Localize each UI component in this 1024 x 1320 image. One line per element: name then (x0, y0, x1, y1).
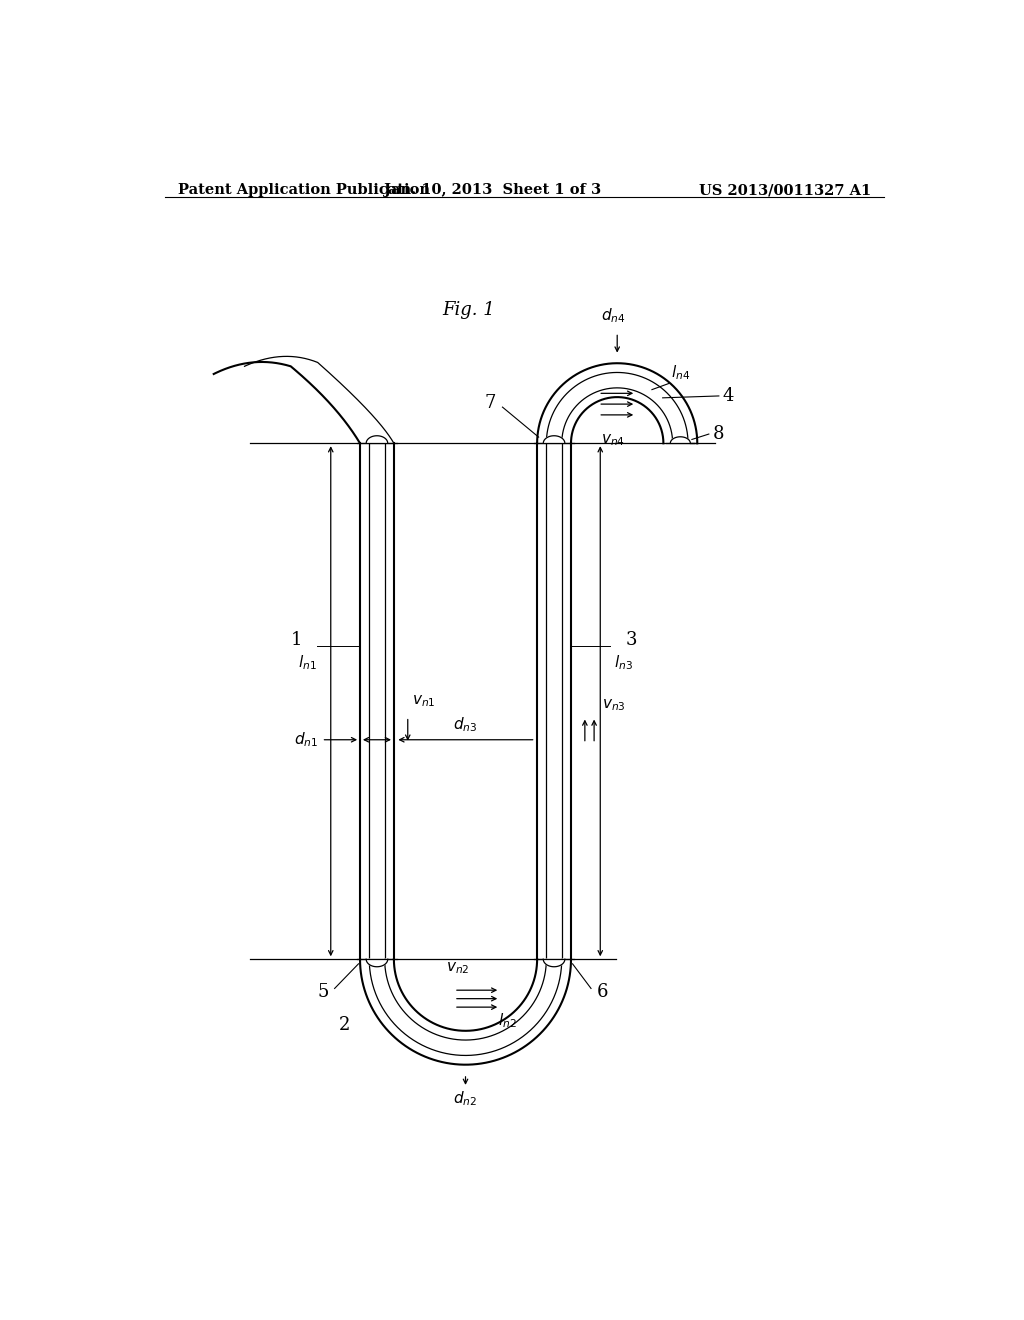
Text: $d_{n3}$: $d_{n3}$ (454, 715, 477, 734)
Text: $l_{n3}$: $l_{n3}$ (614, 653, 633, 672)
Text: $l_{n4}$: $l_{n4}$ (671, 363, 690, 381)
Text: 1: 1 (291, 631, 302, 648)
Text: $d_{n4}$: $d_{n4}$ (601, 306, 626, 325)
Text: $d_{n1}$: $d_{n1}$ (294, 730, 317, 750)
Polygon shape (671, 437, 690, 444)
Text: Fig. 1: Fig. 1 (442, 301, 496, 319)
Text: 4: 4 (723, 387, 734, 405)
Text: 6: 6 (596, 982, 608, 1001)
Text: 5: 5 (317, 982, 330, 1001)
Text: Patent Application Publication: Patent Application Publication (178, 183, 430, 197)
Text: 7: 7 (485, 395, 497, 412)
Text: Jan. 10, 2013  Sheet 1 of 3: Jan. 10, 2013 Sheet 1 of 3 (384, 183, 601, 197)
Polygon shape (544, 960, 565, 966)
Polygon shape (544, 436, 565, 444)
Text: $l_{n2}$: $l_{n2}$ (498, 1011, 516, 1031)
Text: 3: 3 (626, 631, 637, 648)
Text: 8: 8 (713, 425, 724, 444)
Polygon shape (367, 436, 388, 444)
Text: $v_{n4}$: $v_{n4}$ (601, 432, 626, 447)
Text: $v_{n2}$: $v_{n2}$ (446, 961, 470, 977)
Text: 2: 2 (339, 1015, 350, 1034)
Text: $d_{n2}$: $d_{n2}$ (454, 1089, 477, 1107)
Text: $l_{n1}$: $l_{n1}$ (298, 653, 316, 672)
Text: $v_{n1}$: $v_{n1}$ (412, 693, 435, 709)
Polygon shape (367, 960, 388, 966)
Text: US 2013/0011327 A1: US 2013/0011327 A1 (699, 183, 871, 197)
Text: $v_{n3}$: $v_{n3}$ (602, 697, 626, 713)
